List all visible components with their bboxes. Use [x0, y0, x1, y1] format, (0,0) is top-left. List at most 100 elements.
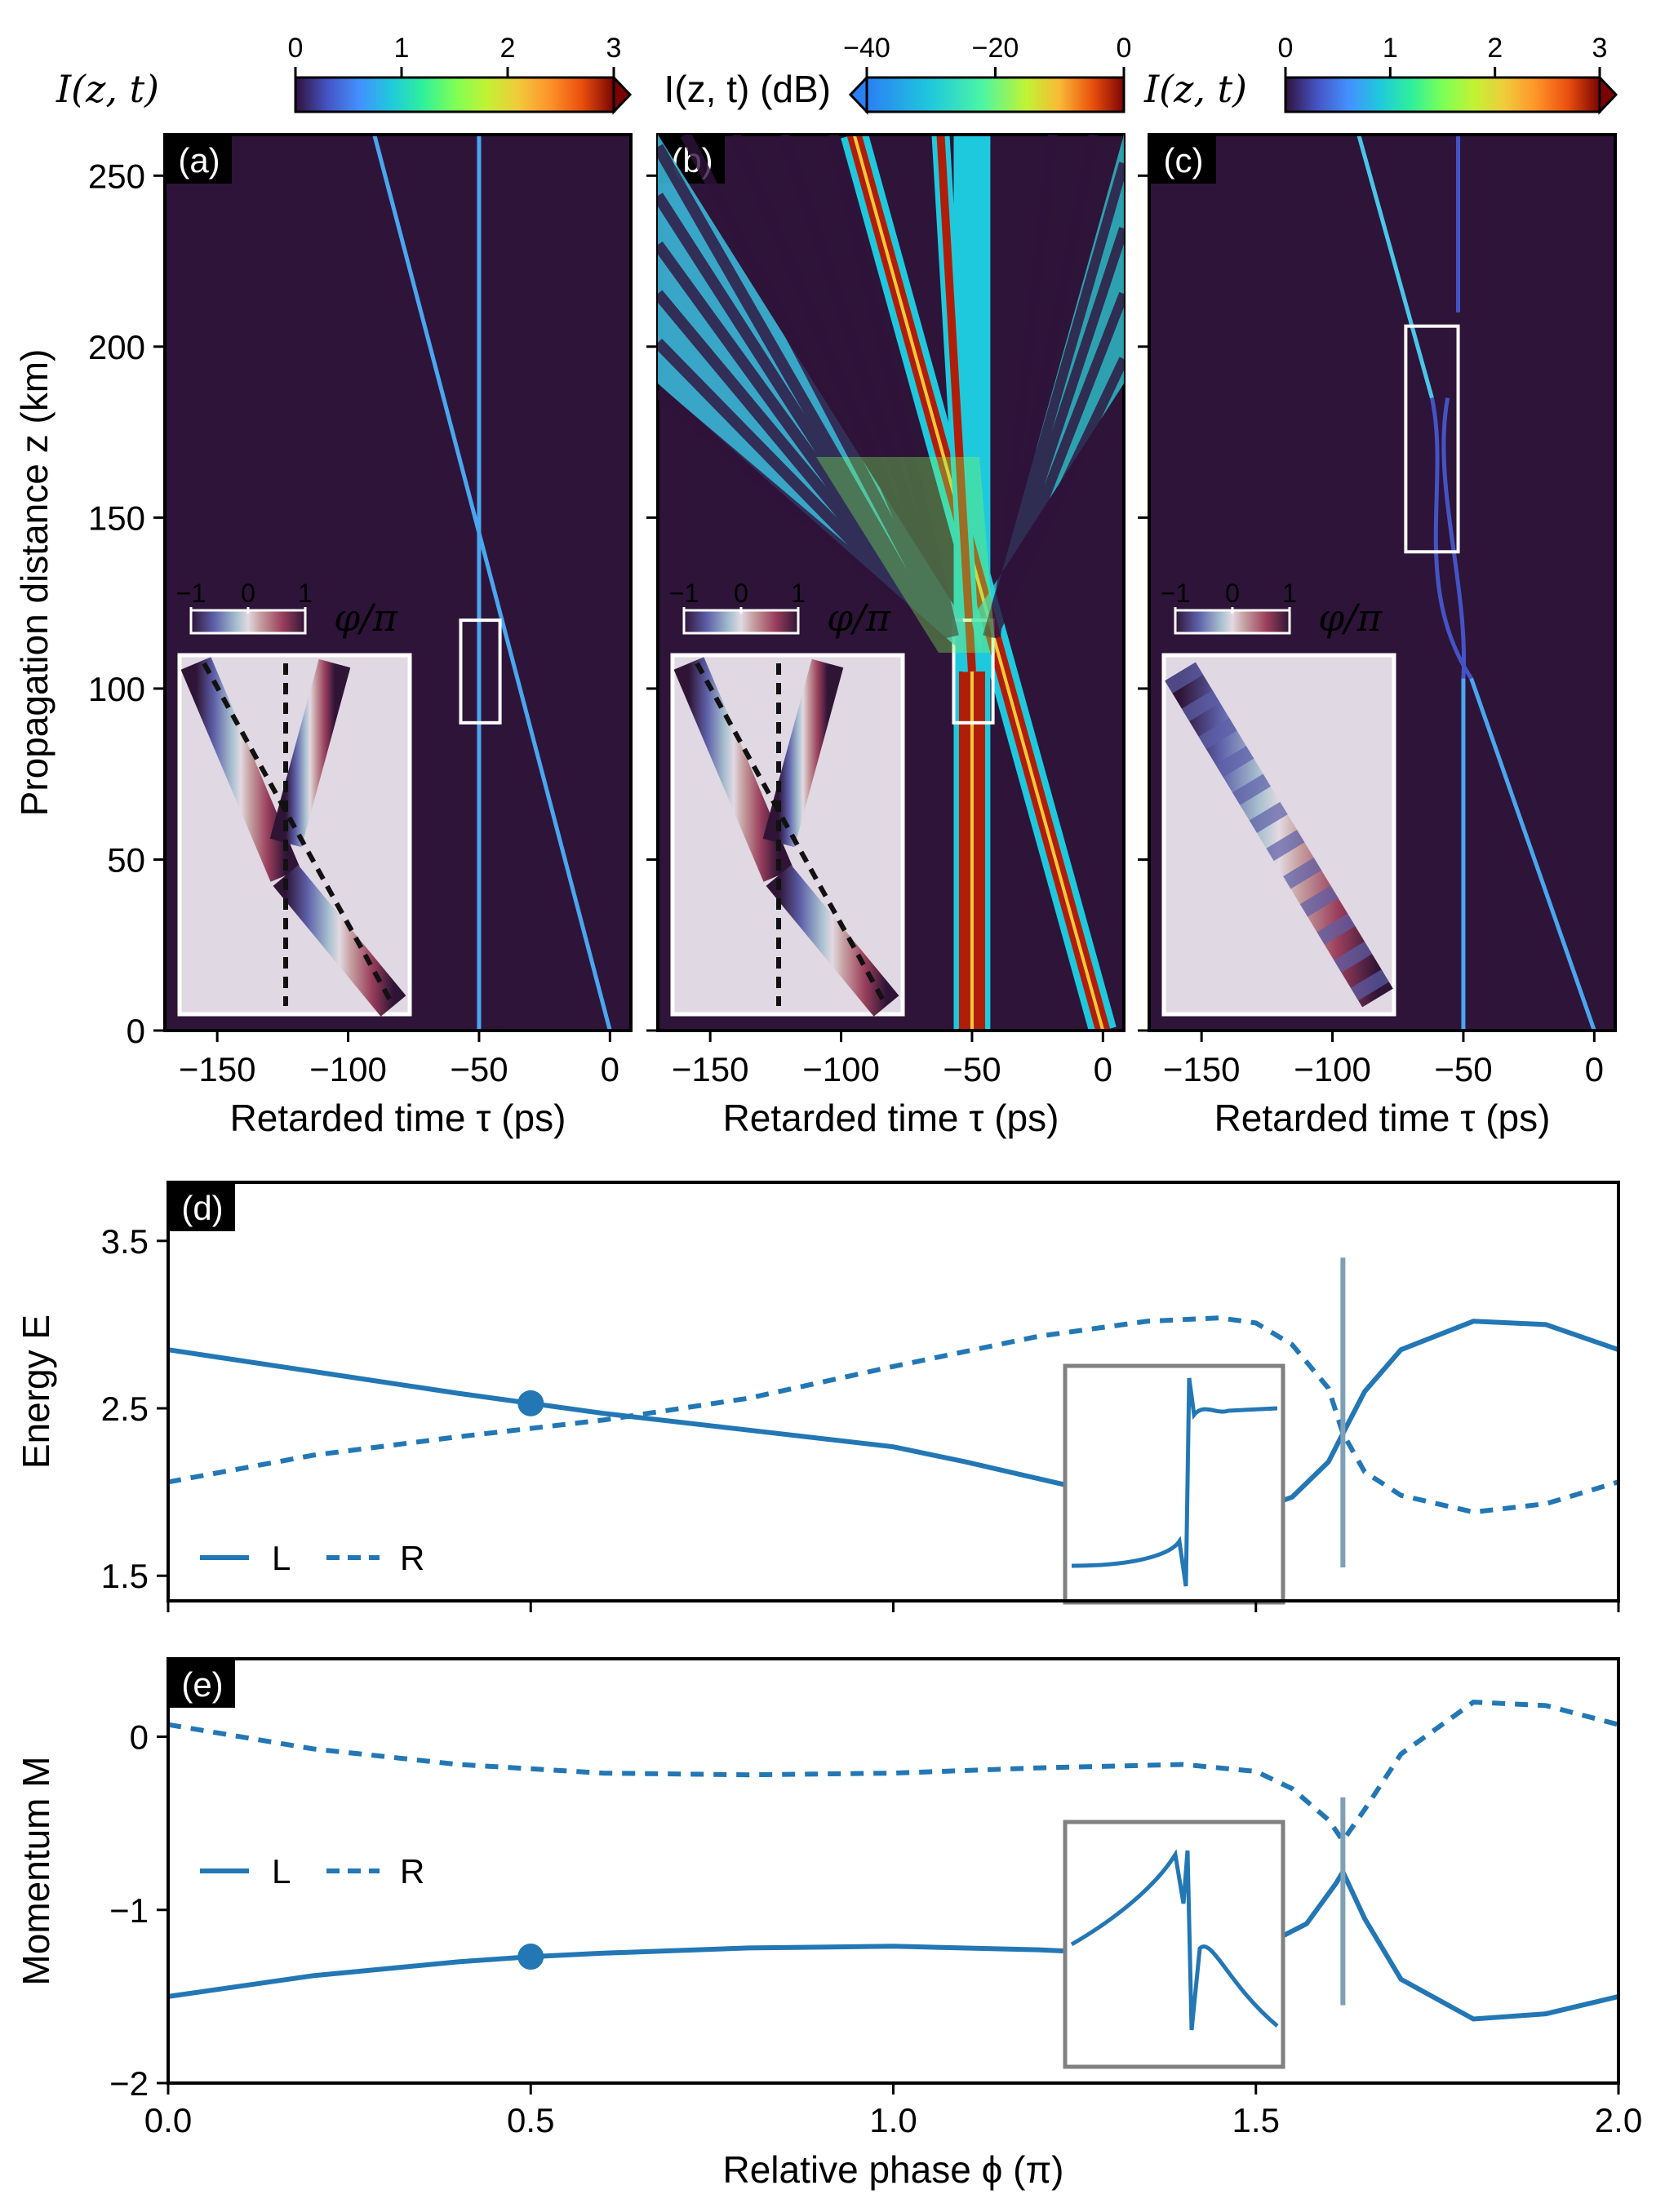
soliton-c-oscillation-2	[1441, 397, 1467, 679]
inset-a-guide-2	[202, 662, 396, 1008]
inset-a-colorbar-tick: 1	[298, 578, 313, 608]
x-tick-label-c: −100	[1294, 1050, 1371, 1088]
inset-c-colorbar-tick: 1	[1282, 578, 1297, 608]
x-tick-label-e: 1.0	[869, 2101, 917, 2139]
panel-a-traces	[372, 135, 612, 1031]
x-tick-label-b: −50	[943, 1050, 1001, 1088]
panel-e: L R (e) −2 −1 0 Momentum M 0.0 0.5 1.0 1.5 2.0 Relat…	[15, 1657, 1642, 2191]
soliton-c-exit	[1356, 135, 1434, 399]
inset-c-colorbar	[1174, 609, 1291, 635]
colorbar-a-label: I(z, t)	[56, 67, 159, 111]
colorbar-b: I(z, t) (dB) −40 −20 0	[664, 33, 1132, 115]
panel-b-frame	[656, 133, 1126, 1032]
inset-a-band-3	[269, 658, 351, 848]
panel-e-tag-bg	[170, 1660, 235, 1708]
inset-b-band-2	[766, 865, 899, 1017]
inset-b-colorbar-tick: 0	[734, 578, 748, 608]
x-axis-label-e: Relative phase ϕ (π)	[723, 2148, 1064, 2191]
y-tick-label-e: −1	[109, 1891, 149, 1930]
panel-e-tag: (e)	[181, 1665, 223, 1704]
x-tick-label-e: 0.0	[144, 2101, 192, 2139]
colorbar-b-tick-label: 0	[1117, 33, 1132, 64]
panel-c-traces	[1356, 135, 1596, 1031]
y-tick-label-e: 0	[130, 1718, 149, 1757]
panel-d-tag: (d)	[181, 1189, 223, 1227]
inset-b: −1 0 1 φ/π	[669, 578, 905, 1017]
panel-b-fan	[658, 135, 1124, 653]
inset-c-colorbar-tick: 0	[1225, 578, 1240, 608]
zoom-box-a	[459, 618, 502, 725]
legend-e-R-label: R	[400, 1852, 424, 1891]
y-tick-label-a: 100	[88, 670, 145, 708]
panel-d: L R (d) 1.5 2.5 3.5 Energy E	[15, 1181, 1620, 1612]
x-tick-label-a: −50	[450, 1050, 508, 1088]
panel-a-frame	[163, 133, 633, 1032]
zoom-box-c	[1404, 324, 1460, 554]
y-tick-label-a: 250	[88, 157, 145, 195]
colorbar-c-tick-label: 2	[1487, 33, 1503, 64]
colorbar-c: I(z, t) 0 1 2 3	[1143, 33, 1618, 115]
legend-e-L-label: L	[272, 1852, 291, 1891]
y-tick-label-e: −2	[109, 2064, 149, 2103]
panel-a-tag: (a)	[178, 141, 220, 180]
soliton-track-2	[372, 135, 612, 1031]
x-tick-label-b: −100	[802, 1050, 880, 1088]
inset-c-colorbar-label: φ/π	[1318, 596, 1383, 640]
colorbar-c-tick-label: 1	[1383, 33, 1398, 64]
y-axis-label-a: Propagation distance z (km)	[13, 349, 56, 817]
colorbar-b-tick-label: −20	[972, 33, 1019, 64]
soliton-b-moving-core	[852, 135, 1105, 1031]
colorbar-a-tick-label: 3	[606, 33, 622, 64]
y-tick-label-a: 200	[88, 328, 145, 366]
colorbar-a-tick-label: 2	[500, 33, 516, 64]
panel-c-frame	[1148, 133, 1617, 1032]
x-tick-label-e: 0.5	[507, 2101, 554, 2139]
x-tick-label-a: −150	[179, 1050, 256, 1088]
soliton-b-upper	[936, 135, 976, 672]
y-tick-label-a: 50	[107, 840, 145, 879]
x-tick-label-a: −100	[309, 1050, 387, 1088]
panel-d-background	[168, 1182, 1618, 1601]
y-tick-label-d: 1.5	[101, 1557, 149, 1595]
inset-b-band-1	[673, 657, 794, 882]
inset-c-colorbar-tick: −1	[1161, 578, 1190, 608]
inset-b-band-3	[762, 658, 844, 848]
colorbar-c-tick-label: 3	[1592, 33, 1608, 64]
inset-a-colorbar-tick: −1	[176, 578, 206, 608]
y-axis-label-e: Momentum M	[15, 1756, 57, 1985]
x-axis-label-b: Retarded time τ (ps)	[723, 1097, 1059, 1139]
zoom-inset-e-curve	[1070, 1849, 1279, 2031]
series-e-R	[167, 1700, 1619, 1846]
colorbar-a-tick-label: 0	[288, 33, 304, 64]
y-tick-label-a: 0	[127, 1012, 145, 1050]
inset-c: −1 0 1 φ/π	[1161, 578, 1396, 1017]
inset-a-colorbar-label: φ/π	[334, 596, 398, 640]
x-tick-label-c: 0	[1585, 1050, 1604, 1088]
inset-b-guide-2	[695, 662, 889, 1008]
x-tick-label-c: −150	[1163, 1050, 1241, 1088]
x-tick-label-b: 0	[1094, 1050, 1112, 1088]
x-tick-label-e: 2.0	[1595, 2101, 1642, 2139]
inset-b-colorbar-tick: −1	[669, 578, 699, 608]
y-tick-label-d: 2.5	[101, 1390, 149, 1428]
inset-b-colorbar-tick: 1	[791, 578, 806, 608]
soliton-c-oscillation	[1430, 397, 1473, 680]
panel-c-tag-bg	[1151, 136, 1216, 184]
zoom-inset-e	[1063, 1820, 1285, 2069]
y-tick-label-d: 3.5	[101, 1222, 149, 1261]
inset-a-band-1	[180, 657, 301, 882]
inset-a-colorbar	[189, 609, 307, 635]
zoom-inset-d-curve	[1071, 1377, 1278, 1587]
colorbar-b-tick-label: −40	[843, 33, 890, 64]
colorbar-a: I(z, t) 0 1 2 3	[56, 33, 633, 115]
inset-b-colorbar-label: φ/π	[827, 596, 891, 640]
colorbar-c-tick-label: 0	[1278, 33, 1294, 64]
legend-d-R-label: R	[400, 1539, 424, 1577]
x-tick-label-a: 0	[601, 1050, 619, 1088]
y-axis-label-d: Energy E	[15, 1314, 57, 1469]
series-d-R	[167, 1315, 1619, 1515]
colorbar-b-label: I(z, t) (dB)	[664, 68, 831, 110]
x-axis-label-a: Retarded time τ (ps)	[230, 1097, 566, 1139]
marker-d	[517, 1390, 544, 1416]
